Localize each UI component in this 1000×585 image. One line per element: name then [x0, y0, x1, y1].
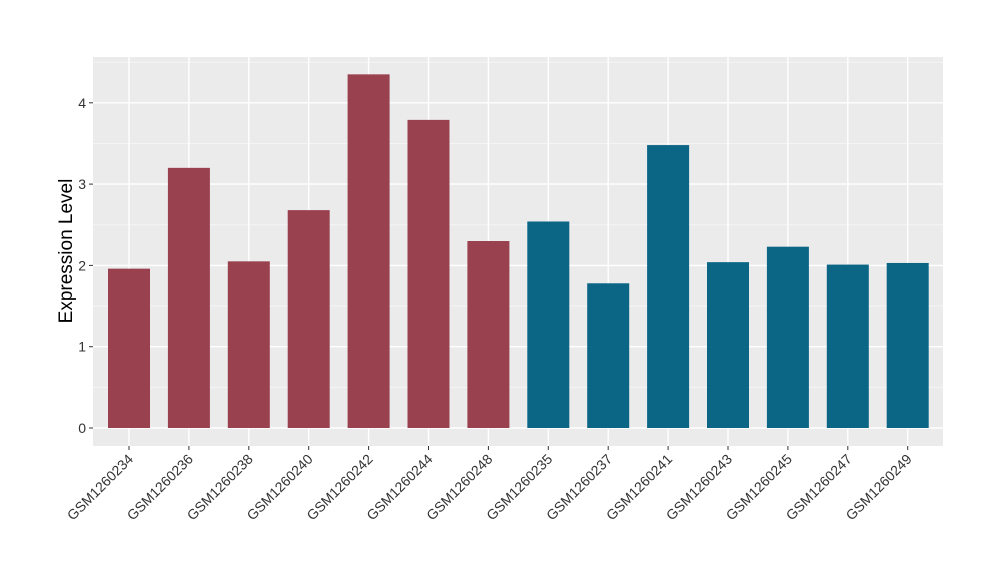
y-axis-label: Expression Level [56, 179, 77, 324]
bar-GSM1260244 [407, 119, 450, 429]
bar-GSM1260238 [227, 261, 270, 428]
bar-GSM1260234 [108, 268, 150, 428]
bar-GSM1260247 [826, 264, 869, 428]
y-tick-label: 4 [78, 95, 86, 111]
bar-GSM1260242 [347, 74, 390, 428]
bar-GSM1260249 [886, 262, 929, 428]
bar-GSM1260235 [527, 221, 570, 428]
bar-GSM1260243 [707, 262, 749, 428]
y-tick-label: 2 [78, 257, 86, 273]
y-tick-label: 3 [78, 176, 86, 192]
bar-GSM1260236 [167, 167, 210, 428]
y-tick-label: 0 [78, 420, 86, 436]
bar-GSM1260240 [287, 210, 330, 428]
y-tick-label: 1 [78, 339, 86, 355]
bar-GSM1260245 [766, 246, 809, 428]
bar-GSM1260237 [587, 283, 630, 428]
bar-GSM1260241 [647, 145, 690, 429]
bar-GSM1260248 [467, 241, 510, 428]
